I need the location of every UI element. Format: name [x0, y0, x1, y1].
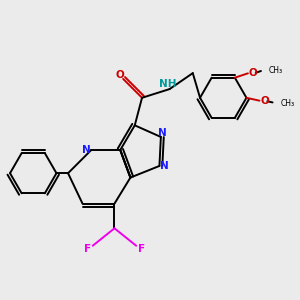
Text: N: N — [160, 161, 169, 171]
Text: O: O — [116, 70, 124, 80]
Text: F: F — [84, 244, 91, 254]
Text: N: N — [82, 145, 90, 155]
Text: F: F — [138, 244, 145, 254]
Text: O: O — [249, 68, 257, 78]
Text: CH₃: CH₃ — [269, 66, 283, 75]
Text: NH: NH — [159, 79, 177, 89]
Text: O: O — [260, 96, 269, 106]
Text: N: N — [158, 128, 167, 138]
Text: CH₃: CH₃ — [281, 98, 295, 107]
